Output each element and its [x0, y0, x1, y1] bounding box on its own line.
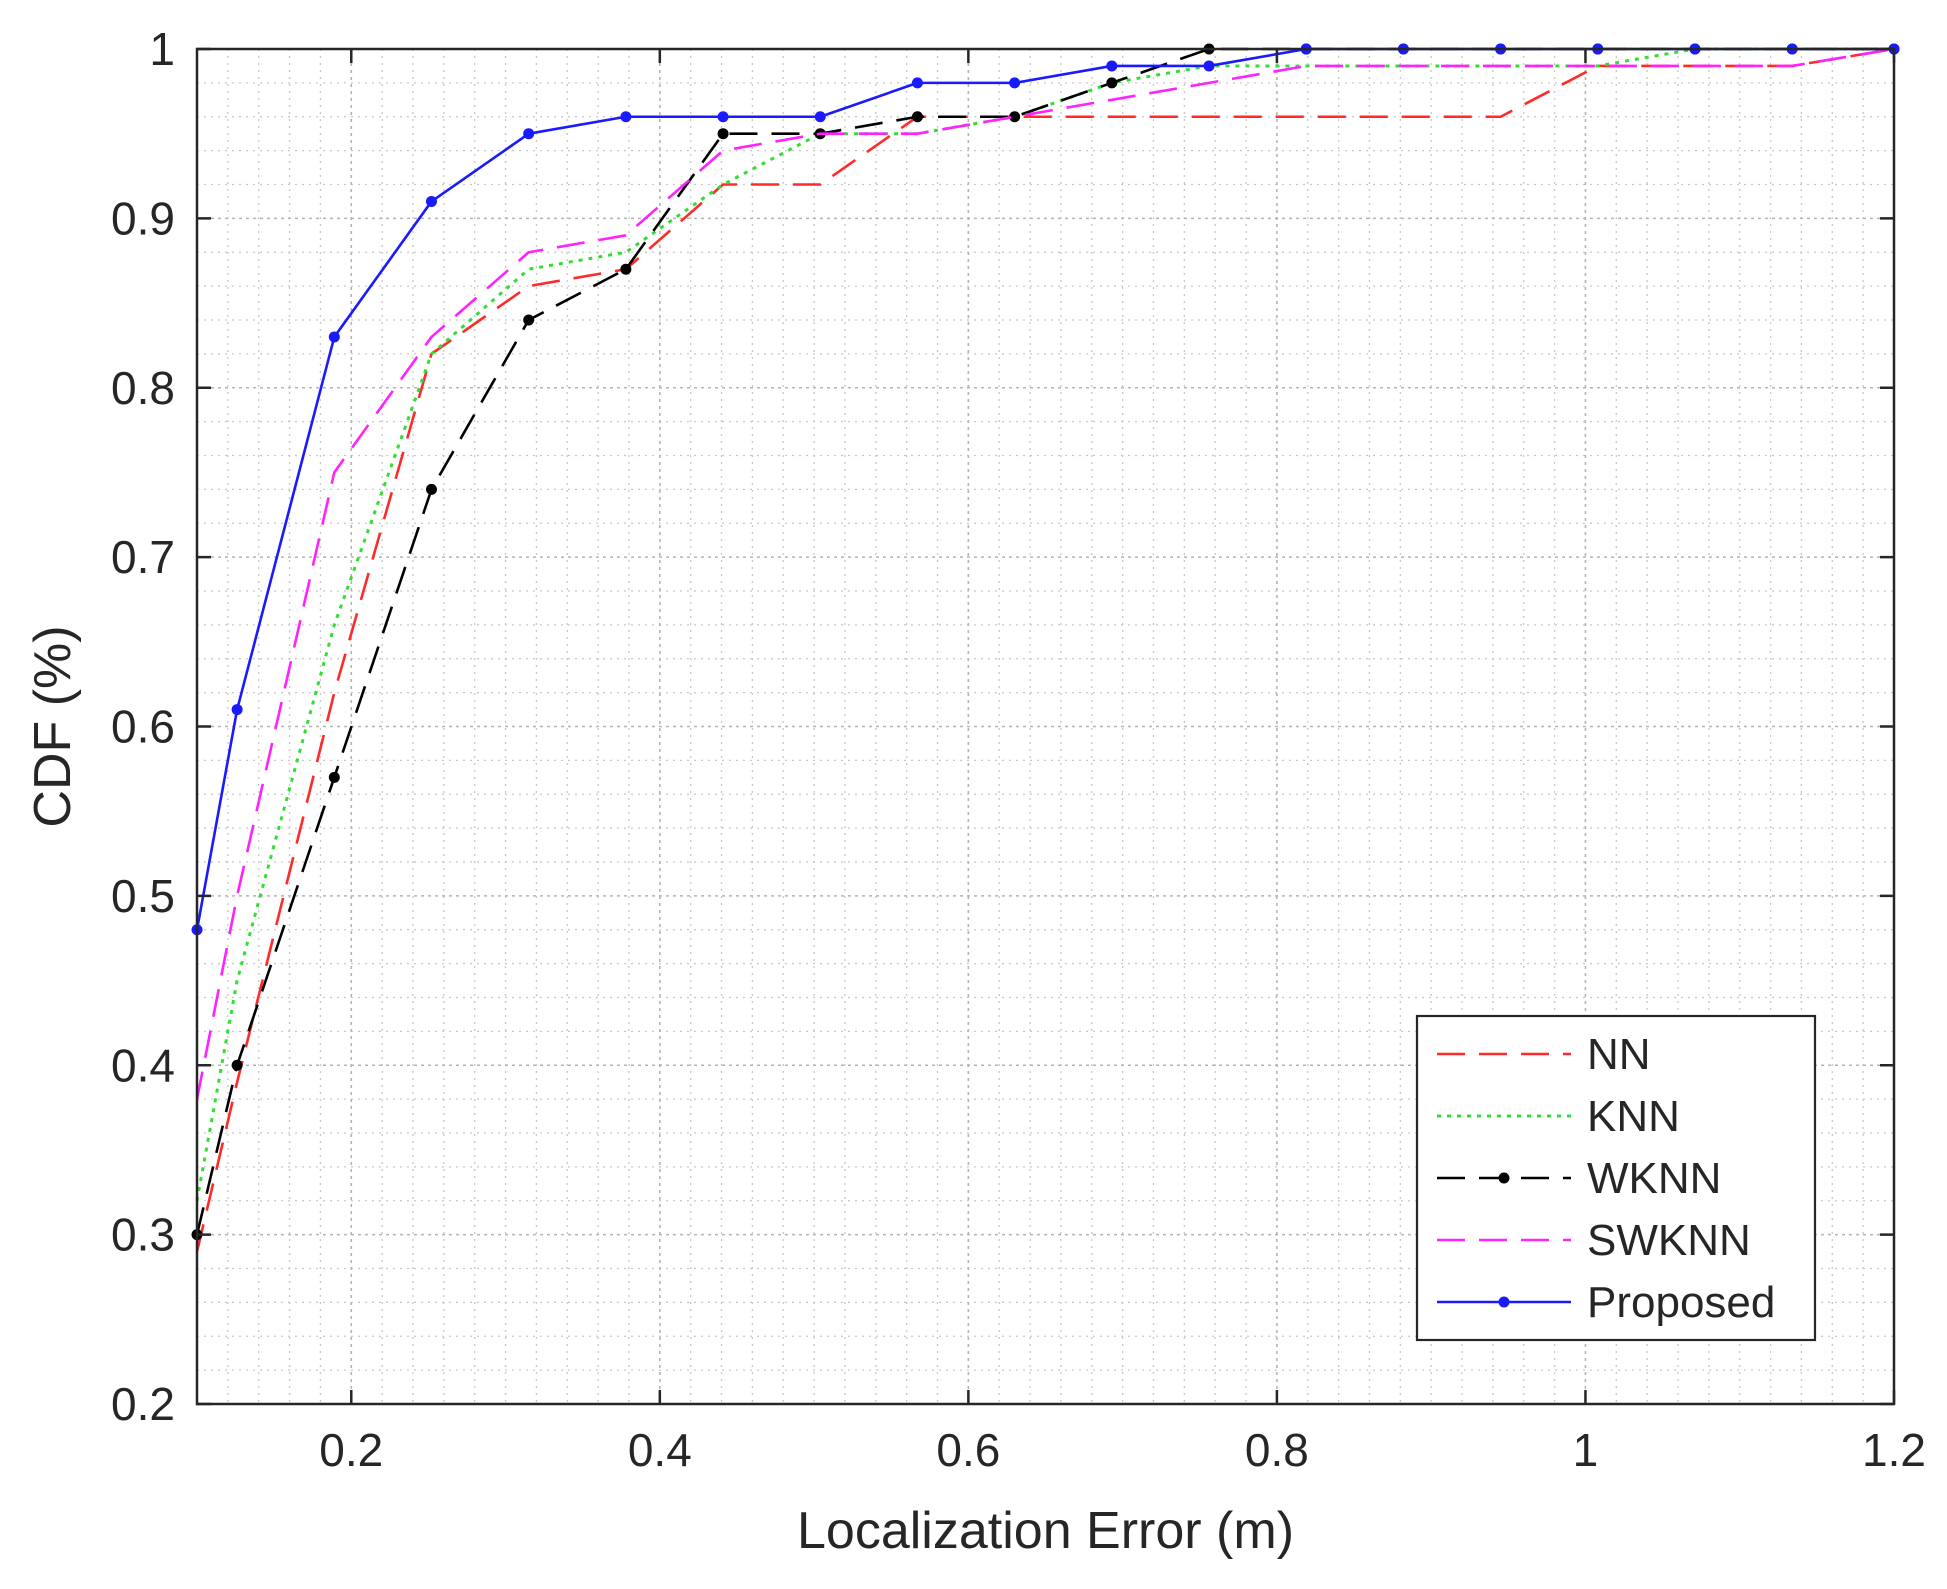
y-tick-label: 0.7	[111, 531, 175, 583]
legend-marker	[1498, 1296, 1510, 1308]
data-point-proposed	[1106, 60, 1118, 72]
data-point-proposed	[328, 331, 340, 343]
series-swknn	[195, 47, 1895, 1100]
plot-area	[191, 43, 1900, 1406]
series-layer	[191, 43, 1900, 1252]
y-tick-label: 0.4	[111, 1039, 175, 1091]
data-point-wknn	[620, 263, 632, 275]
data-point-proposed	[231, 704, 243, 716]
x-tick-label: 1	[1573, 1424, 1599, 1476]
minor-grid	[197, 49, 1894, 1404]
data-point-wknn	[1106, 77, 1118, 89]
x-tick-label: 1.2	[1862, 1424, 1926, 1476]
data-point-proposed	[1009, 77, 1021, 89]
y-axis-label: CDF (%)	[24, 625, 82, 827]
data-point-wknn	[231, 1059, 243, 1071]
data-point-wknn	[523, 314, 535, 326]
legend-label: SWKNN	[1587, 1216, 1751, 1265]
x-tick-label: 0.6	[936, 1424, 1000, 1476]
y-tick-label: 1	[149, 23, 175, 75]
legend-marker	[1498, 1172, 1510, 1184]
legend-item-wknn: WKNN	[1437, 1154, 1721, 1203]
y-tick-labels: 0.2 0.3 0.4 0.5 0.6 0.7 0.8 0.9 1	[111, 23, 175, 1430]
data-point-wknn	[911, 111, 923, 123]
data-point-proposed	[911, 77, 923, 89]
legend-item-swknn: SWKNN	[1437, 1216, 1751, 1265]
legend-label: Proposed	[1587, 1278, 1775, 1327]
data-point-proposed	[717, 111, 729, 123]
x-tick-label: 0.2	[319, 1424, 383, 1476]
data-point-proposed	[523, 128, 535, 140]
series-line-swknn	[195, 47, 1895, 1100]
legend-item-nn: NN	[1437, 1030, 1651, 1079]
x-tick-label: 0.8	[1245, 1424, 1309, 1476]
data-point-proposed	[1203, 60, 1215, 72]
y-tick-label: 0.2	[111, 1378, 175, 1430]
data-point-wknn	[717, 128, 729, 140]
y-tick-label: 0.3	[111, 1209, 175, 1261]
data-point-proposed	[425, 195, 437, 207]
data-point-proposed	[620, 111, 632, 123]
x-axis-label: Localization Error (m)	[797, 1502, 1294, 1560]
ticks	[197, 47, 1896, 1406]
y-tick-label: 0.9	[111, 192, 175, 244]
data-point-wknn	[1009, 111, 1021, 123]
data-point-wknn	[328, 771, 340, 783]
legend-label: WKNN	[1587, 1154, 1721, 1203]
y-tick-label: 0.8	[111, 362, 175, 414]
data-point-wknn	[425, 483, 437, 495]
y-tick-label: 0.6	[111, 701, 175, 753]
x-tick-labels: 0.2 0.4 0.6 0.8 1 1.2	[319, 1424, 1926, 1476]
y-tick-label: 0.5	[111, 870, 175, 922]
legend-item-knn: KNN	[1437, 1092, 1680, 1141]
x-tick-label: 0.4	[628, 1424, 692, 1476]
legend-label: NN	[1587, 1030, 1651, 1079]
data-point-proposed	[814, 111, 826, 123]
legend-label: KNN	[1587, 1092, 1680, 1141]
legend: NN KNN WKNN SWKNN Proposed	[1415, 1014, 1817, 1342]
legend-item-proposed: Proposed	[1437, 1278, 1775, 1327]
